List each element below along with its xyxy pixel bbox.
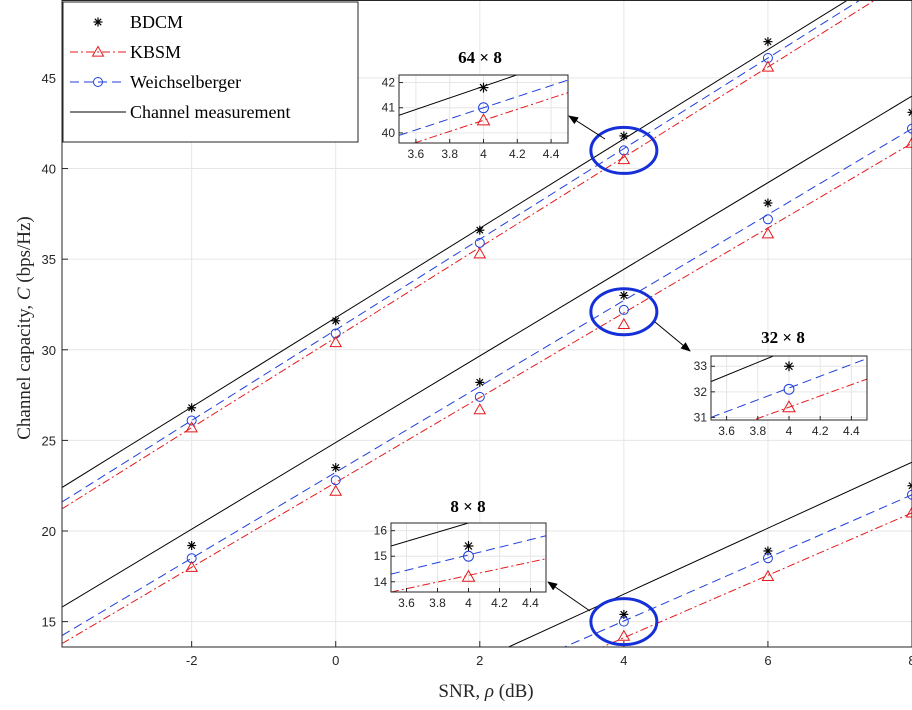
bdcm-marker — [763, 198, 772, 207]
inset-x-tick-label: 4.2 — [509, 147, 526, 161]
inset-x-tick-label: 4.4 — [543, 147, 560, 161]
y-tick-label: 40 — [42, 162, 56, 177]
legend-label: BDCM — [130, 12, 183, 32]
inset-bdcm-marker — [784, 361, 794, 371]
inset-x-tick-label: 3.8 — [429, 596, 446, 610]
inset-y-tick-label: 14 — [374, 575, 388, 589]
x-tick-label: 8 — [908, 653, 912, 668]
x-tick-label: 0 — [332, 653, 339, 668]
bdcm-marker — [475, 378, 484, 387]
legend-layer: BDCM KBSM Weichselberger Channel measuremen… — [63, 2, 358, 142]
legend-label: Channel measurement — [130, 102, 290, 122]
inset-y-tick-label: 32 — [694, 385, 708, 399]
bdcm-marker — [619, 131, 628, 140]
inset-y-tick-label: 16 — [374, 524, 388, 538]
y-tick-label: 45 — [42, 71, 56, 86]
inset-y-tick-label: 40 — [382, 126, 396, 140]
bdcm-marker — [763, 37, 772, 46]
x-tick-label: -2 — [186, 653, 198, 668]
inset-x-tick-label: 4 — [786, 424, 793, 438]
inset-x-tick-label: 4.2 — [812, 424, 829, 438]
x-axis-label: SNR, ρ (dB) — [438, 681, 533, 702]
inset-bdcm-marker — [479, 83, 489, 93]
inset-title: 64 × 8 — [458, 48, 502, 67]
bdcm-marker — [331, 463, 340, 472]
legend-label: KBSM — [130, 42, 181, 62]
inset-bdcm-marker — [464, 541, 474, 551]
bdcm-marker — [187, 403, 196, 412]
x-tick-label: 6 — [764, 653, 771, 668]
x-tick-label: 4 — [620, 653, 627, 668]
bdcm-marker — [475, 226, 484, 235]
y-tick-label: 20 — [42, 524, 56, 539]
inset-y-tick-label: 42 — [382, 76, 396, 90]
y-tick-label: 25 — [42, 433, 56, 448]
inset-y-tick-label: 33 — [694, 359, 708, 373]
y-tick-label: 15 — [42, 615, 56, 630]
y-tick-label: 35 — [42, 252, 56, 267]
bdcm-marker — [331, 316, 340, 325]
legend-bdcm-marker — [94, 18, 103, 27]
x-tick-label: 2 — [476, 653, 483, 668]
inset-x-tick-label: 3.8 — [441, 147, 458, 161]
inset-x-tick-label: 4.4 — [522, 596, 539, 610]
y-axis-label: Channel capacity, C (bps/Hz) — [14, 216, 35, 440]
inset-x-tick-label: 3.6 — [398, 596, 415, 610]
inset-x-tick-label: 4.2 — [491, 596, 508, 610]
inset-y-tick-label: 41 — [382, 101, 396, 115]
inset-x-tick-label: 3.6 — [408, 147, 425, 161]
bdcm-marker — [619, 291, 628, 300]
inset-title: 32 × 8 — [761, 328, 805, 347]
legend-label: Weichselberger — [130, 72, 241, 92]
inset-x-tick-label: 4.4 — [843, 424, 860, 438]
inset-x-tick-label: 4 — [465, 596, 472, 610]
inset-x-tick-label: 3.8 — [749, 424, 766, 438]
bdcm-marker — [187, 541, 196, 550]
inset-x-tick-label: 4 — [480, 147, 487, 161]
inset-title: 8 × 8 — [450, 497, 485, 516]
inset-x-tick-label: 3.6 — [718, 424, 735, 438]
inset-y-tick-label: 31 — [694, 410, 708, 424]
y-tick-label: 30 — [42, 343, 56, 358]
inset-y-tick-label: 15 — [374, 549, 388, 563]
